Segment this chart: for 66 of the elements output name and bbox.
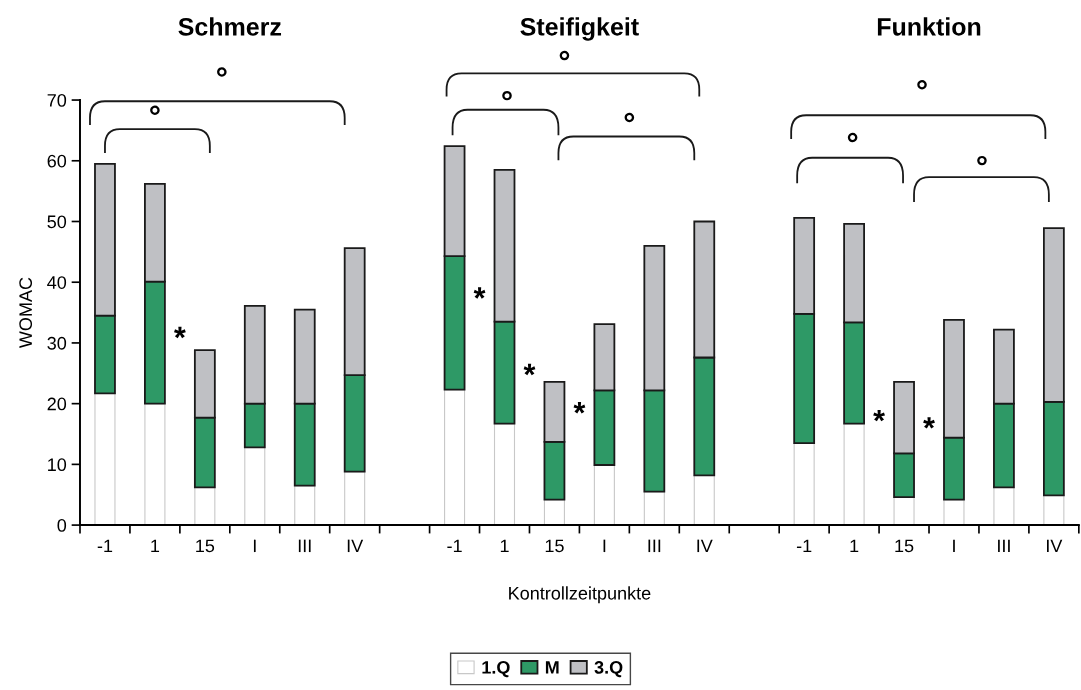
legend-label: M <box>545 661 559 674</box>
annotation: * <box>473 287 486 299</box>
bar <box>244 446 266 526</box>
y-tick-label: 50 <box>47 215 67 229</box>
bar <box>943 499 965 526</box>
bar <box>144 403 166 526</box>
x-tick-label: I <box>603 539 606 553</box>
x-tick-label: IV <box>697 539 713 553</box>
text: ° <box>917 80 927 90</box>
y-tick-label: 10 <box>48 458 67 472</box>
x-tick-label: III <box>648 539 661 553</box>
y-tick-label: 60 <box>47 154 67 168</box>
text: Steifigkeit <box>520 17 639 41</box>
annotation: ° <box>502 90 512 101</box>
x-tick-label: 1 <box>850 539 859 553</box>
bar <box>94 392 116 526</box>
bar <box>593 464 615 526</box>
x-tick-label: 15 <box>196 539 215 553</box>
bar <box>294 485 316 526</box>
annotation: * <box>174 326 186 339</box>
bar <box>693 474 715 526</box>
annotation: ° <box>624 112 635 123</box>
text: Funktion <box>877 17 981 36</box>
text: ° <box>559 50 570 61</box>
bar <box>793 442 815 526</box>
legend-label: 3.Q <box>594 661 623 678</box>
x-tick-label: -1 <box>447 539 462 553</box>
x-tick-label: IV <box>1047 539 1063 553</box>
y-tick-label: 70 <box>47 93 67 107</box>
annotation: * <box>923 417 935 429</box>
annotation: * <box>523 363 536 376</box>
y-axis-title: WOMAC <box>19 277 33 349</box>
bar <box>893 496 915 526</box>
bar <box>1043 494 1065 526</box>
bar <box>344 471 366 526</box>
annotation: ° <box>150 105 160 115</box>
bar <box>493 423 516 526</box>
x-tick-label: IV <box>347 539 364 553</box>
text: ° <box>217 67 227 77</box>
x-tick-label: 1 <box>151 539 160 553</box>
x-tick-label: -1 <box>796 539 812 553</box>
text: Schmerz <box>178 17 282 36</box>
annotation: ° <box>847 132 858 143</box>
y-tick-label: 40 <box>47 276 67 289</box>
bar <box>993 486 1015 526</box>
bar <box>444 389 466 526</box>
x-tick-label: I <box>253 539 256 553</box>
y-tick-label: 0 <box>57 519 67 532</box>
annotation: ° <box>977 155 987 166</box>
x-tick-label: 15 <box>545 539 564 553</box>
y-tick-label: 30 <box>47 336 67 350</box>
annotation: * <box>873 409 885 422</box>
x-tick-label: 15 <box>895 539 914 553</box>
bar <box>194 486 216 526</box>
x-tick-label: III <box>998 539 1010 553</box>
y-tick-label: 20 <box>47 397 67 411</box>
bar <box>543 499 565 526</box>
x-tick-label: I <box>953 539 955 553</box>
x-tick-label: 1 <box>500 539 509 553</box>
x-axis-title: Kontrollzeitpunkte <box>509 586 651 604</box>
bar <box>643 491 665 526</box>
legend-label: 1.Q <box>482 661 510 678</box>
annotation: * <box>573 402 586 414</box>
x-tick-label: -1 <box>97 539 113 553</box>
x-tick-label: III <box>298 539 311 553</box>
bar <box>843 423 865 526</box>
